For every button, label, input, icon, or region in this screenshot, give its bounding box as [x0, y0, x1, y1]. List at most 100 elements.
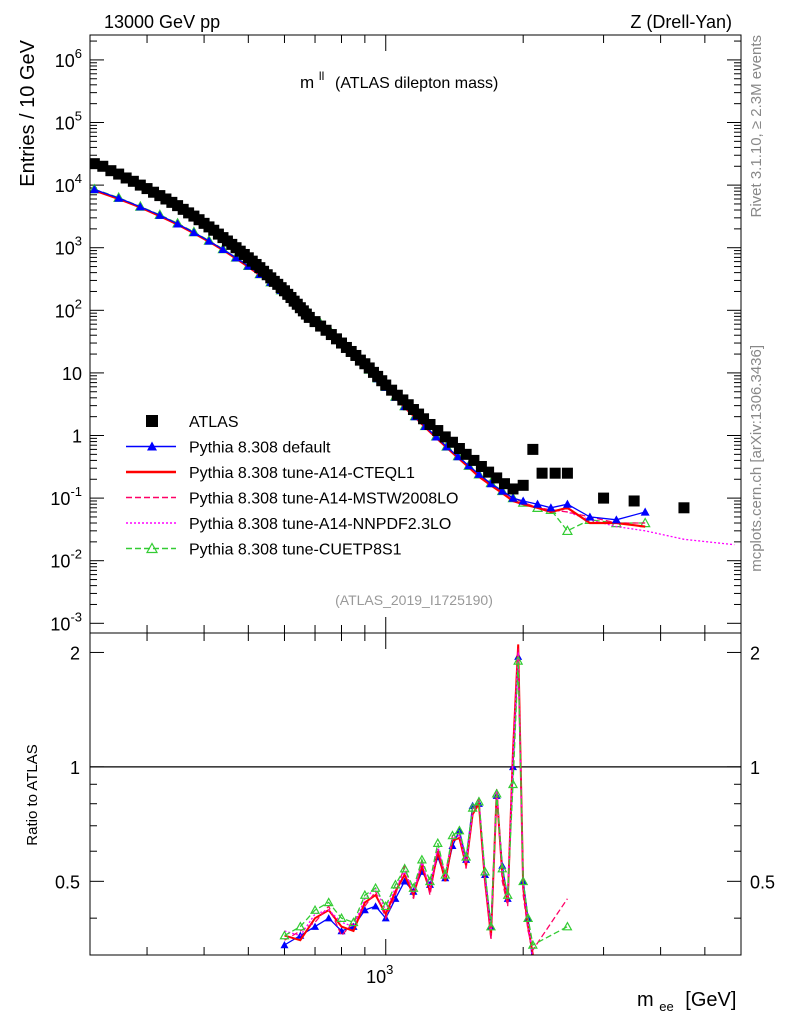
data-point: [324, 914, 333, 922]
data-point: [546, 503, 556, 512]
data-point: [475, 460, 487, 472]
data-point: [371, 902, 380, 910]
legend-item: Pythia 8.308 default: [126, 440, 331, 457]
beam-label: 13000 GeV pp: [104, 12, 220, 32]
data-point: [310, 904, 321, 914]
legend-label: Pythia 8.308 default: [189, 440, 331, 457]
title-superscript: ll: [319, 69, 324, 83]
ratio-y-tick-label-right: 1: [750, 758, 760, 778]
data-point: [380, 900, 391, 911]
main-panel-data: [90, 158, 735, 546]
data-point: [154, 190, 166, 202]
data-point: [295, 921, 306, 931]
y-tick-label: 102: [55, 296, 82, 321]
data-point: [360, 906, 369, 914]
ratio-y-tick-label-right: 0.5: [750, 872, 775, 892]
ratio-y-tick-label: 1: [70, 758, 80, 778]
data-point: [507, 779, 519, 789]
data-point: [640, 507, 650, 516]
data-point: [491, 788, 502, 798]
data-point: [508, 493, 518, 502]
main-plot-title: m ll (ATLAS dilepton mass): [300, 65, 498, 92]
ticks-layer: [90, 35, 742, 955]
legend-item: ATLAS: [146, 414, 239, 431]
ratio-line: [284, 660, 568, 946]
data-point: [513, 655, 524, 665]
y-tick-label: 10-2: [50, 547, 82, 572]
data-point: [536, 467, 548, 479]
y-tick-label: 10-1: [50, 484, 82, 509]
data-point: [527, 939, 538, 949]
data-point: [523, 912, 534, 922]
legend-item: Pythia 8.308 tune-A14-MSTW2008LO: [126, 491, 458, 508]
y-tick-label: 1: [72, 427, 82, 447]
y-tick-label: 10: [62, 364, 82, 384]
x-axis-symbol: m: [637, 989, 654, 1011]
legend-label: Pythia 8.308 tune-A14-MSTW2008LO: [189, 491, 458, 508]
data-point: [189, 227, 199, 237]
y-tick-label: 103: [55, 234, 82, 259]
data-point: [127, 175, 139, 187]
data-point: [549, 467, 561, 479]
data-point: [432, 837, 443, 847]
data-point: [134, 179, 146, 191]
y-axis-label-ratio: Ratio to ATLAS: [24, 744, 41, 845]
data-point: [399, 863, 410, 873]
y-tick-label: 10-3: [50, 609, 82, 634]
y-axis-label-main: Entries / 10 GeV: [17, 39, 39, 186]
data-point: [518, 876, 529, 886]
data-point: [446, 436, 458, 448]
legend-label: Pythia 8.308 tune-A14-CTEQL1: [189, 465, 415, 482]
data-point: [391, 389, 403, 401]
process-label: Z (Drell-Yan): [630, 12, 732, 32]
legend-item: Pythia 8.308 tune-A14-NNPDF2.3LO: [126, 516, 451, 533]
data-point: [90, 158, 100, 170]
data-point: [585, 512, 595, 521]
ratio-line: [284, 648, 568, 952]
tick-labels: 10-3 10-2 10-1 1 10 102 103 104 105 106 103 0.5 0.5 1…: [50, 46, 775, 987]
ratio-y-tick-label: 2: [70, 643, 80, 663]
ratio-series-4: [279, 655, 573, 949]
data-point: [468, 454, 480, 466]
data-point: [418, 413, 430, 425]
data-point: [561, 467, 573, 479]
data-point: [172, 200, 184, 212]
ratio-series-2: [284, 648, 568, 952]
data-point: [166, 196, 178, 208]
data-point: [486, 479, 496, 488]
data-point: [611, 515, 621, 524]
y-tick-label: 104: [55, 171, 82, 196]
data-point: [454, 825, 465, 835]
data-point: [120, 172, 132, 184]
data-point: [498, 478, 510, 490]
data-point: [497, 486, 507, 495]
data-point: [424, 876, 436, 886]
legend-label: ATLAS: [189, 414, 239, 431]
data-point: [359, 889, 370, 899]
data-point: [460, 448, 472, 460]
data-point: [467, 802, 478, 812]
data-point: [309, 316, 321, 328]
data-point: [311, 922, 320, 930]
data-point: [105, 165, 117, 177]
data-point: [114, 193, 124, 202]
data-point: [145, 542, 159, 554]
data-point: [473, 796, 484, 806]
data-point: [218, 244, 228, 253]
data-point: [97, 160, 109, 172]
ratio-y-tick-label-right: 2: [750, 643, 760, 663]
data-point: [204, 236, 214, 245]
ratio-panel-data: [279, 644, 573, 955]
data-point: [303, 311, 315, 323]
data-point: [502, 889, 513, 899]
data-point: [400, 877, 409, 885]
data-point: [507, 483, 519, 495]
data-point: [155, 210, 165, 219]
data-point: [598, 492, 610, 504]
data-point: [416, 854, 427, 864]
data-point: [474, 469, 484, 478]
x-axis-label: m ee [GeV]: [637, 989, 736, 1016]
series-0: [90, 158, 690, 514]
data-point: [483, 466, 495, 478]
